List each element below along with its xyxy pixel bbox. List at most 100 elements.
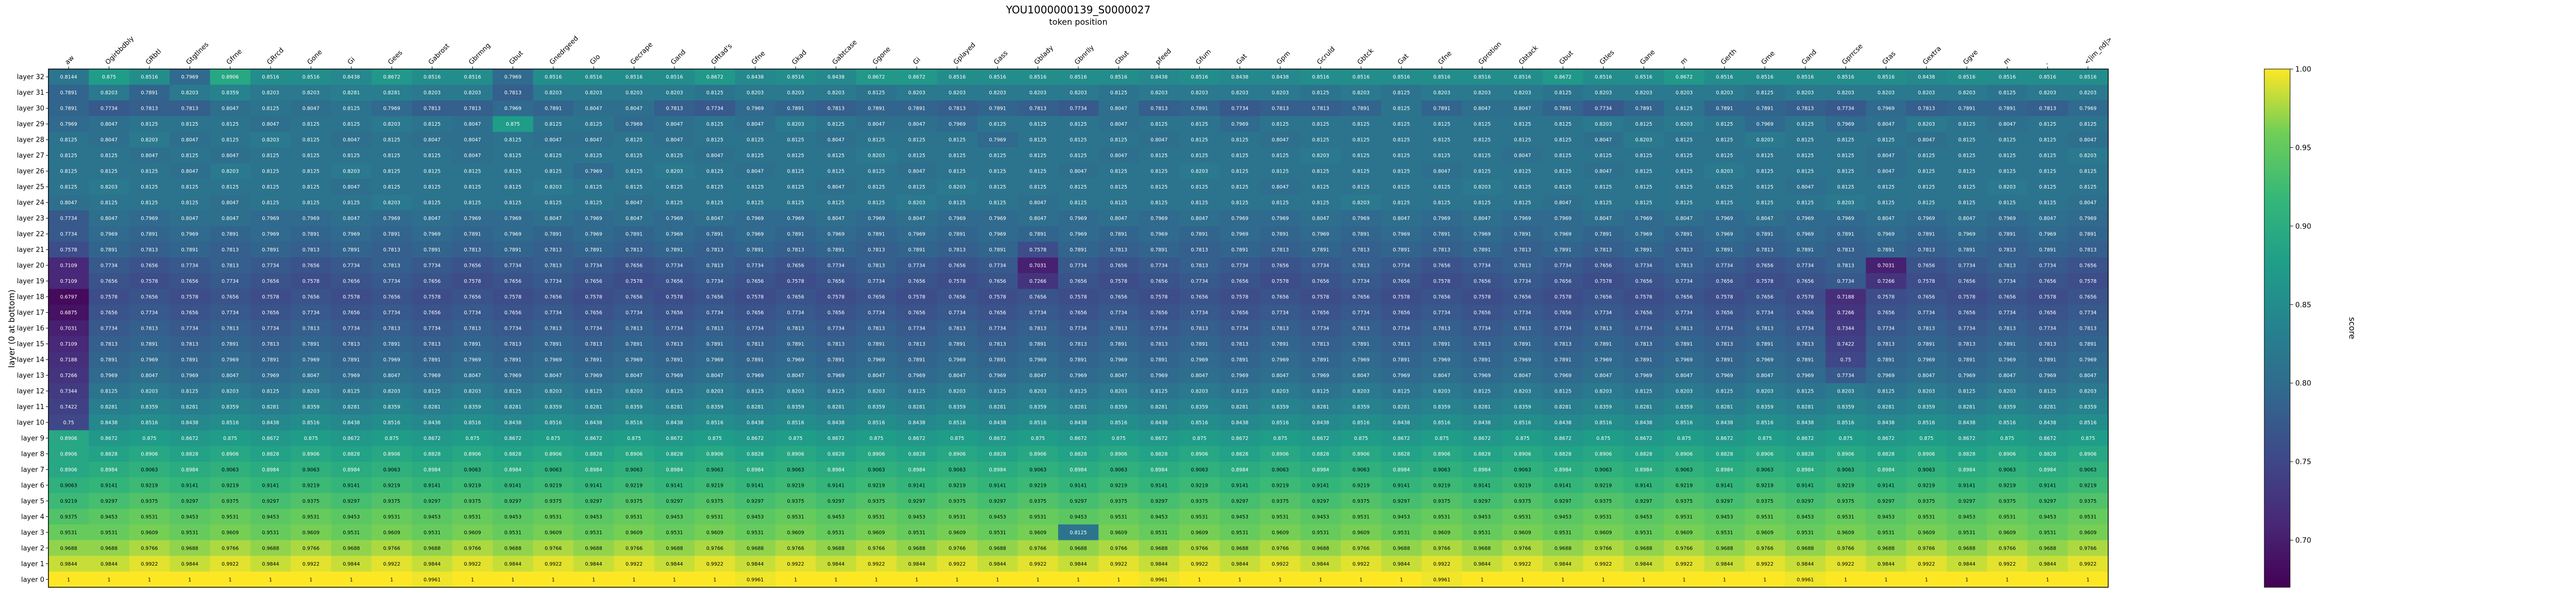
heatmap-cell [1583, 147, 1624, 164]
heatmap-cell [412, 336, 453, 352]
x-tick-label: Gone [306, 48, 324, 66]
heatmap-cell-value: 0.7734 [60, 216, 77, 222]
heatmap-cell [1664, 273, 1705, 290]
heatmap-cell [533, 493, 574, 509]
heatmap-cell-value: 0.8125 [302, 153, 319, 159]
heatmap-cell [735, 100, 776, 117]
heatmap-cell-value: 0.8281 [181, 404, 198, 410]
heatmap-cell [1825, 446, 1867, 462]
heatmap-cell [1825, 147, 1867, 164]
heatmap-cell-value: 0.8125 [787, 153, 804, 159]
heatmap-cell [1462, 351, 1503, 368]
heatmap-cell [614, 446, 655, 462]
heatmap-cell-value: 0.8125 [141, 169, 158, 175]
heatmap-cell [1825, 430, 1867, 447]
heatmap-cell-value: 0.8125 [1635, 200, 1652, 206]
heatmap-cell-value: 0.8359 [1352, 404, 1369, 410]
heatmap-cell-value: 0.7969 [1877, 106, 1894, 112]
heatmap-cell-value: 0.8203 [343, 169, 360, 175]
heatmap-cell [291, 116, 332, 132]
heatmap-cell-value: 0.7969 [1918, 216, 1935, 222]
heatmap-cell-value: 0.7891 [948, 342, 965, 347]
x-tick-label: Gpm [1275, 49, 1292, 66]
heatmap-cell-value: 0.8125 [504, 169, 521, 175]
heatmap-cell [412, 493, 453, 509]
heatmap-cell-value: 0.9375 [1272, 499, 1289, 504]
heatmap-cell-value: 0.7734 [1837, 279, 1854, 284]
heatmap-cell-value: 0.8047 [545, 373, 562, 379]
heatmap-cell-value: 0.7656 [1433, 295, 1450, 300]
heatmap-cell-value: 0.7891 [989, 247, 1006, 253]
heatmap-cell-value: 0.7734 [343, 326, 360, 332]
heatmap-cell [1219, 477, 1261, 494]
heatmap-cell [1583, 336, 1624, 352]
heatmap-cell-value: 0.8984 [1958, 467, 1975, 473]
heatmap-cell-value: 0.9219 [141, 483, 158, 488]
heatmap-cell [1179, 508, 1220, 525]
heatmap-cell [816, 179, 857, 195]
heatmap-cell-value: 0.7734 [302, 310, 319, 316]
heatmap-cell-value: 0.7656 [827, 310, 844, 316]
heatmap-cell-value: 0.8125 [100, 153, 117, 159]
heatmap-cell-value: 0.7734 [706, 310, 723, 316]
heatmap-cell [1381, 508, 1422, 525]
heatmap-cell-value: 0.9297 [908, 499, 925, 504]
heatmap-cell [1825, 508, 1867, 525]
heatmap-cell [291, 446, 332, 462]
heatmap-cell [1341, 163, 1382, 179]
heatmap-cell-value: 0.9531 [827, 530, 844, 536]
heatmap-cell-value: 0.7656 [1595, 295, 1612, 300]
heatmap-cell [2027, 446, 2069, 462]
heatmap-cell-value: 0.9844 [2039, 562, 2056, 567]
heatmap-cell [1139, 226, 1180, 242]
heatmap-cell-value: 0.7813 [747, 342, 764, 347]
heatmap-cell [977, 336, 1019, 352]
heatmap-cell [1260, 131, 1301, 148]
heatmap-cell [2067, 273, 2109, 290]
colorbar-tick-label: 0.70 [2295, 537, 2311, 545]
heatmap-cell [694, 351, 736, 368]
x-tick-label: <|im_nd|> [2083, 36, 2114, 66]
heatmap-cell-value: 0.7891 [1756, 342, 1773, 347]
heatmap-cell [1462, 84, 1503, 101]
heatmap-cell-value: 0.9531 [1393, 530, 1410, 536]
heatmap-cell-value: 0.8125 [747, 184, 764, 190]
heatmap-cell [654, 493, 695, 509]
heatmap-cell [1421, 226, 1463, 242]
heatmap-cell [1341, 414, 1382, 431]
heatmap-cell [1583, 383, 1624, 399]
heatmap-cell [412, 179, 453, 195]
heatmap-cell-value: 0.9688 [2039, 546, 2056, 551]
heatmap-cell [1139, 147, 1180, 164]
heatmap-cell [816, 399, 857, 415]
heatmap-cell [896, 304, 938, 321]
heatmap-cell-value: 0.7891 [222, 342, 239, 347]
heatmap-cell [573, 477, 615, 494]
heatmap-cell-value: 0.8906 [787, 451, 804, 457]
heatmap-cell-value: 0.7734 [1393, 263, 1410, 269]
heatmap-cell [1179, 493, 1220, 509]
heatmap-cell-value: 0.7734 [1797, 263, 1814, 269]
heatmap-cell-value: 0.9688 [1393, 546, 1410, 551]
heatmap-cell-value: 0.8047 [625, 216, 642, 222]
heatmap-cell-value: 0.7969 [1473, 373, 1490, 379]
heatmap-cell [1664, 69, 1705, 86]
heatmap-cell [250, 288, 291, 305]
heatmap-cell-value: 0.8984 [504, 467, 521, 473]
heatmap-cell-value: 0.8203 [1272, 90, 1289, 96]
heatmap-cell [1543, 273, 1584, 290]
heatmap-cell-value: 0.9141 [747, 483, 764, 488]
heatmap-cell [331, 462, 372, 478]
heatmap-cell [1260, 477, 1301, 494]
heatmap-cell-value: 0.7734 [1070, 106, 1087, 112]
heatmap-cell-value: 0.7969 [908, 373, 925, 379]
heatmap-cell-value: 0.9531 [1312, 530, 1329, 536]
heatmap-cell-value: 0.8125 [1150, 122, 1167, 127]
heatmap-cell-value: 0.8047 [100, 216, 117, 222]
heatmap-cell [735, 304, 776, 321]
x-tick-label: Gand [669, 48, 687, 66]
heatmap-cell [856, 414, 897, 431]
heatmap-cell [1825, 100, 1867, 117]
heatmap-cell-value: 0.7656 [908, 310, 925, 316]
heatmap-cell-value: 0.8359 [1110, 404, 1127, 410]
